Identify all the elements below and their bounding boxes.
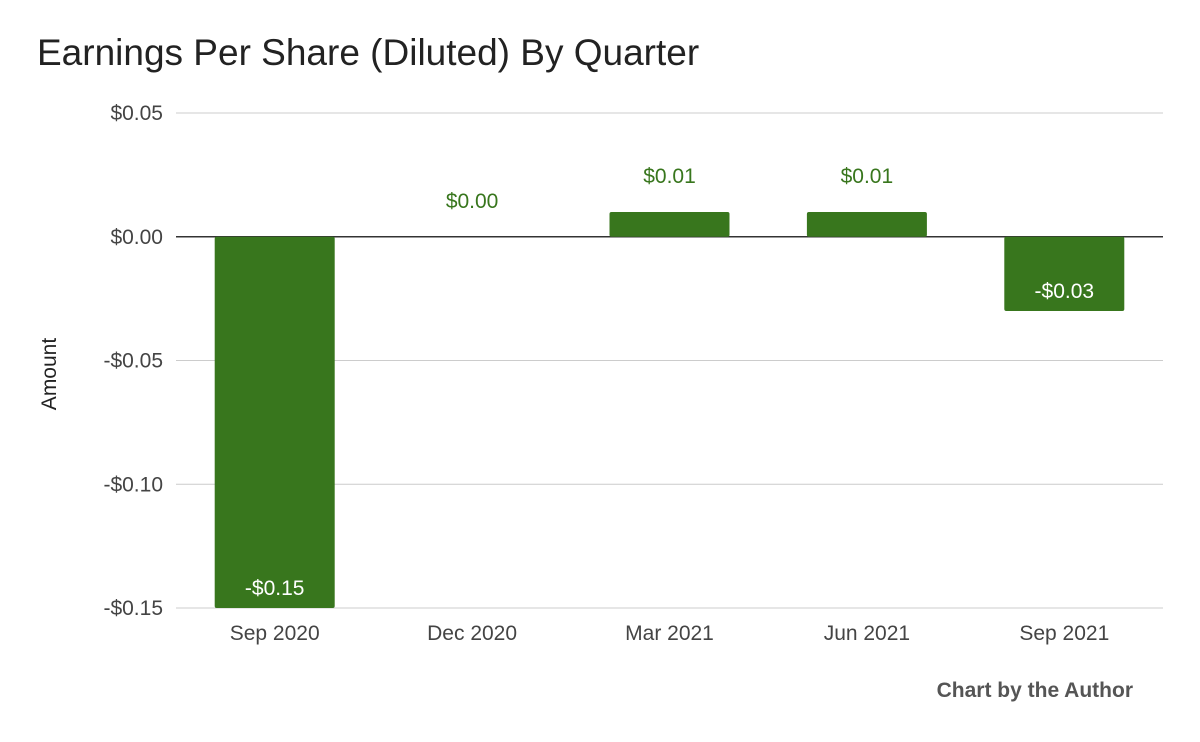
data-label: $0.01 [643, 165, 696, 188]
data-label: $0.01 [841, 165, 894, 188]
x-tick-label: Sep 2021 [1019, 622, 1109, 645]
y-axis-ticks: $0.05 $0.00 -$0.05 -$0.10 -$0.15 [103, 102, 163, 620]
chart-title: Earnings Per Share (Diluted) By Quarter [37, 32, 700, 73]
data-label: -$0.15 [245, 577, 305, 600]
y-axis-label: Amount [38, 338, 61, 411]
x-tick-label: Jun 2021 [824, 622, 910, 645]
x-axis-ticks: Sep 2020 Dec 2020 Mar 2021 Jun 2021 Sep 2021 [230, 622, 1110, 645]
bar [214, 236, 335, 608]
y-tick-label: -$0.10 [103, 473, 163, 496]
y-tick-label: $0.05 [110, 102, 163, 125]
data-label: $0.00 [446, 190, 499, 213]
data-labels: -$0.15 $0.00 $0.01 $0.01 -$0.03 [245, 165, 1094, 600]
y-tick-label: -$0.05 [103, 350, 163, 373]
x-tick-label: Dec 2020 [427, 622, 517, 645]
bar [806, 212, 927, 237]
data-label: -$0.03 [1035, 280, 1095, 303]
y-tick-label: -$0.15 [103, 597, 163, 620]
bar [609, 212, 730, 237]
chart-credit: Chart by the Author [936, 679, 1133, 702]
x-tick-label: Mar 2021 [625, 622, 714, 645]
x-tick-label: Sep 2020 [230, 622, 320, 645]
bars [214, 212, 1125, 608]
y-tick-label: $0.00 [110, 226, 163, 249]
bar [1004, 236, 1125, 311]
